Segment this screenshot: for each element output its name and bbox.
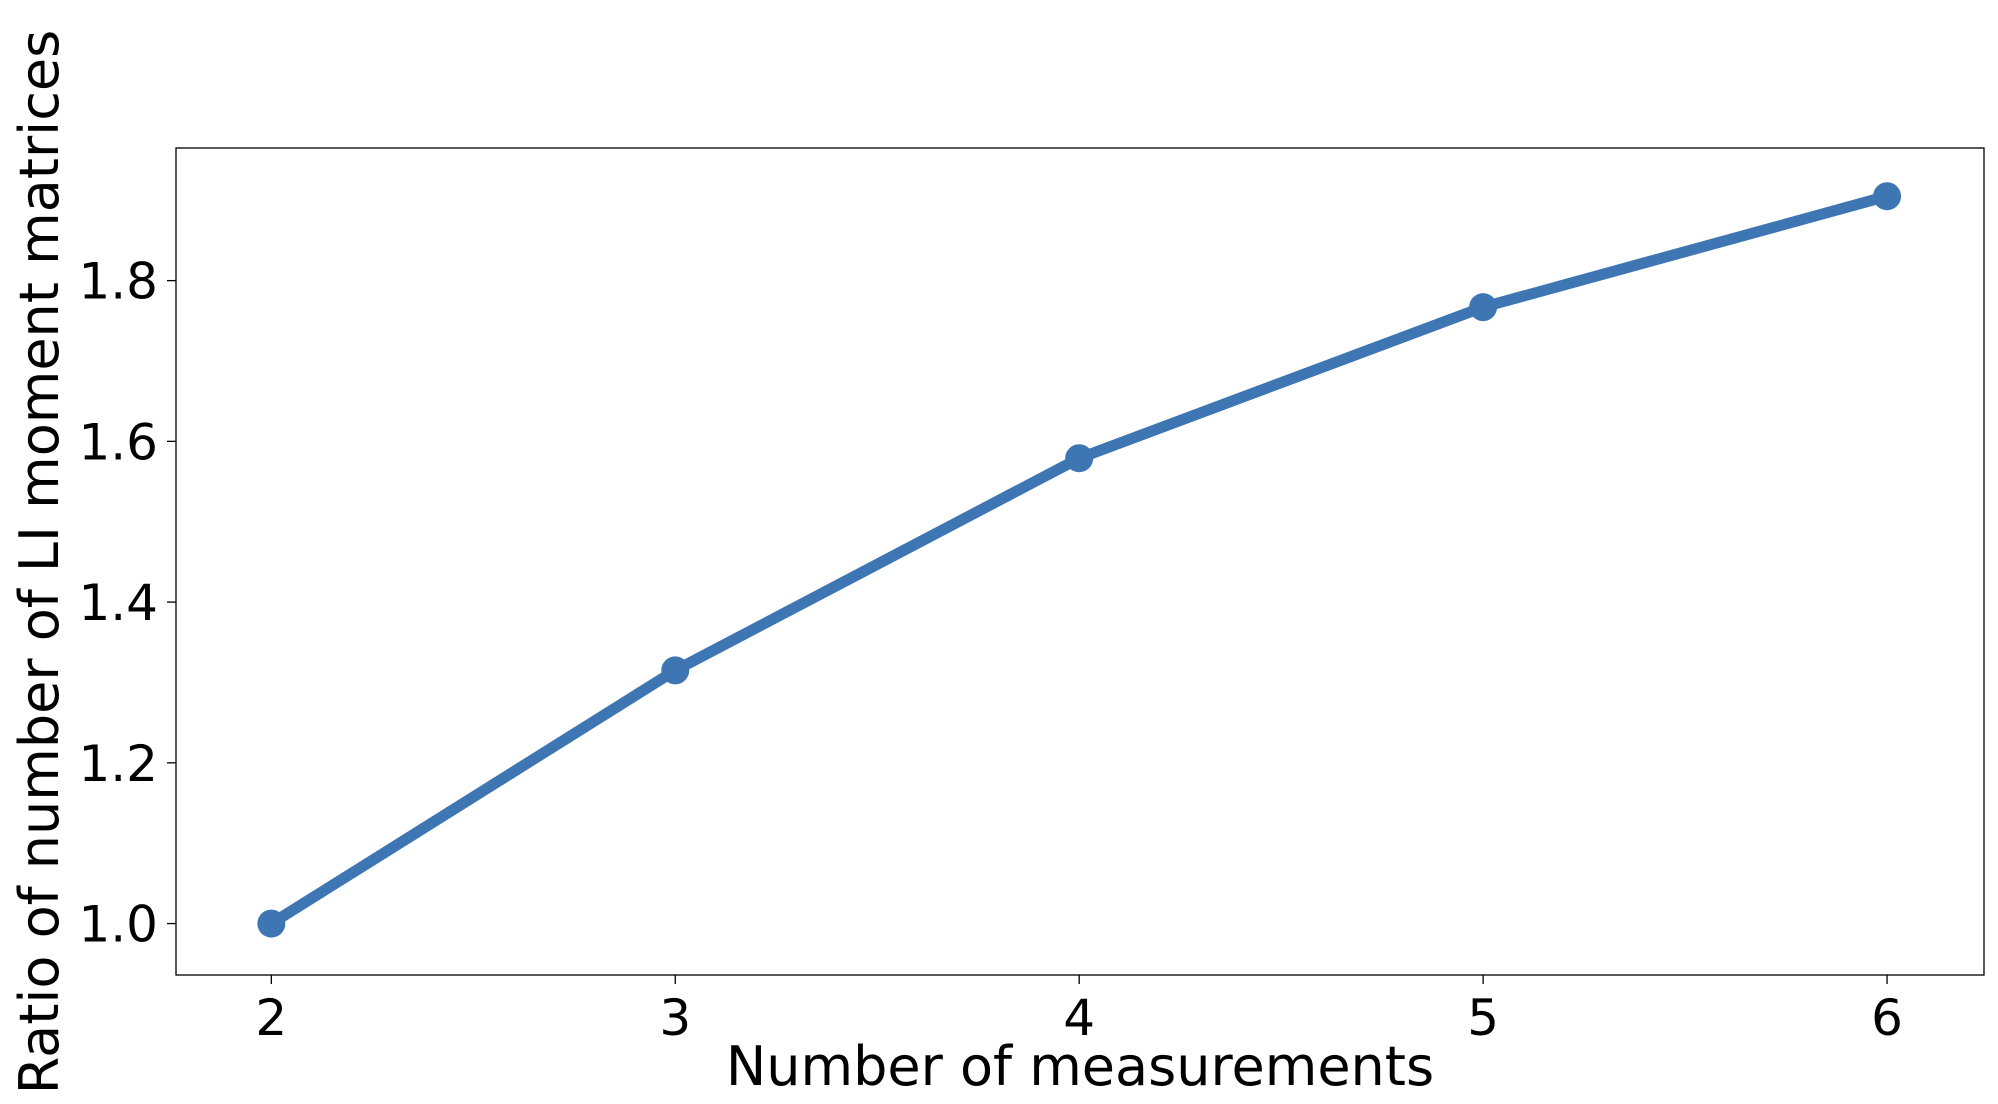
- y-tick-label: 1.0: [78, 896, 158, 954]
- y-tick-label: 1.8: [78, 253, 158, 311]
- point: [1469, 293, 1498, 322]
- x-tick-label: 5: [1467, 989, 1499, 1047]
- x-tick-label: 4: [1063, 989, 1095, 1047]
- y-tick-label: 1.2: [78, 735, 158, 793]
- y-tick-label: 1.4: [78, 574, 158, 632]
- point: [257, 909, 286, 938]
- x-tick-label: 6: [1871, 989, 1903, 1047]
- x-tick-label: 3: [659, 989, 691, 1047]
- x-tick-label: 2: [255, 989, 287, 1047]
- y-tick-label: 1.6: [78, 413, 158, 471]
- x-axis-label: Number of measurements: [726, 1035, 1434, 1098]
- plot-frame: [175, 147, 1985, 976]
- point: [1873, 182, 1902, 211]
- point: [661, 656, 690, 685]
- point: [1065, 444, 1094, 473]
- y-axis-label: Ratio of number of LI moment matrices: [8, 30, 71, 1094]
- line: [268, 190, 1889, 929]
